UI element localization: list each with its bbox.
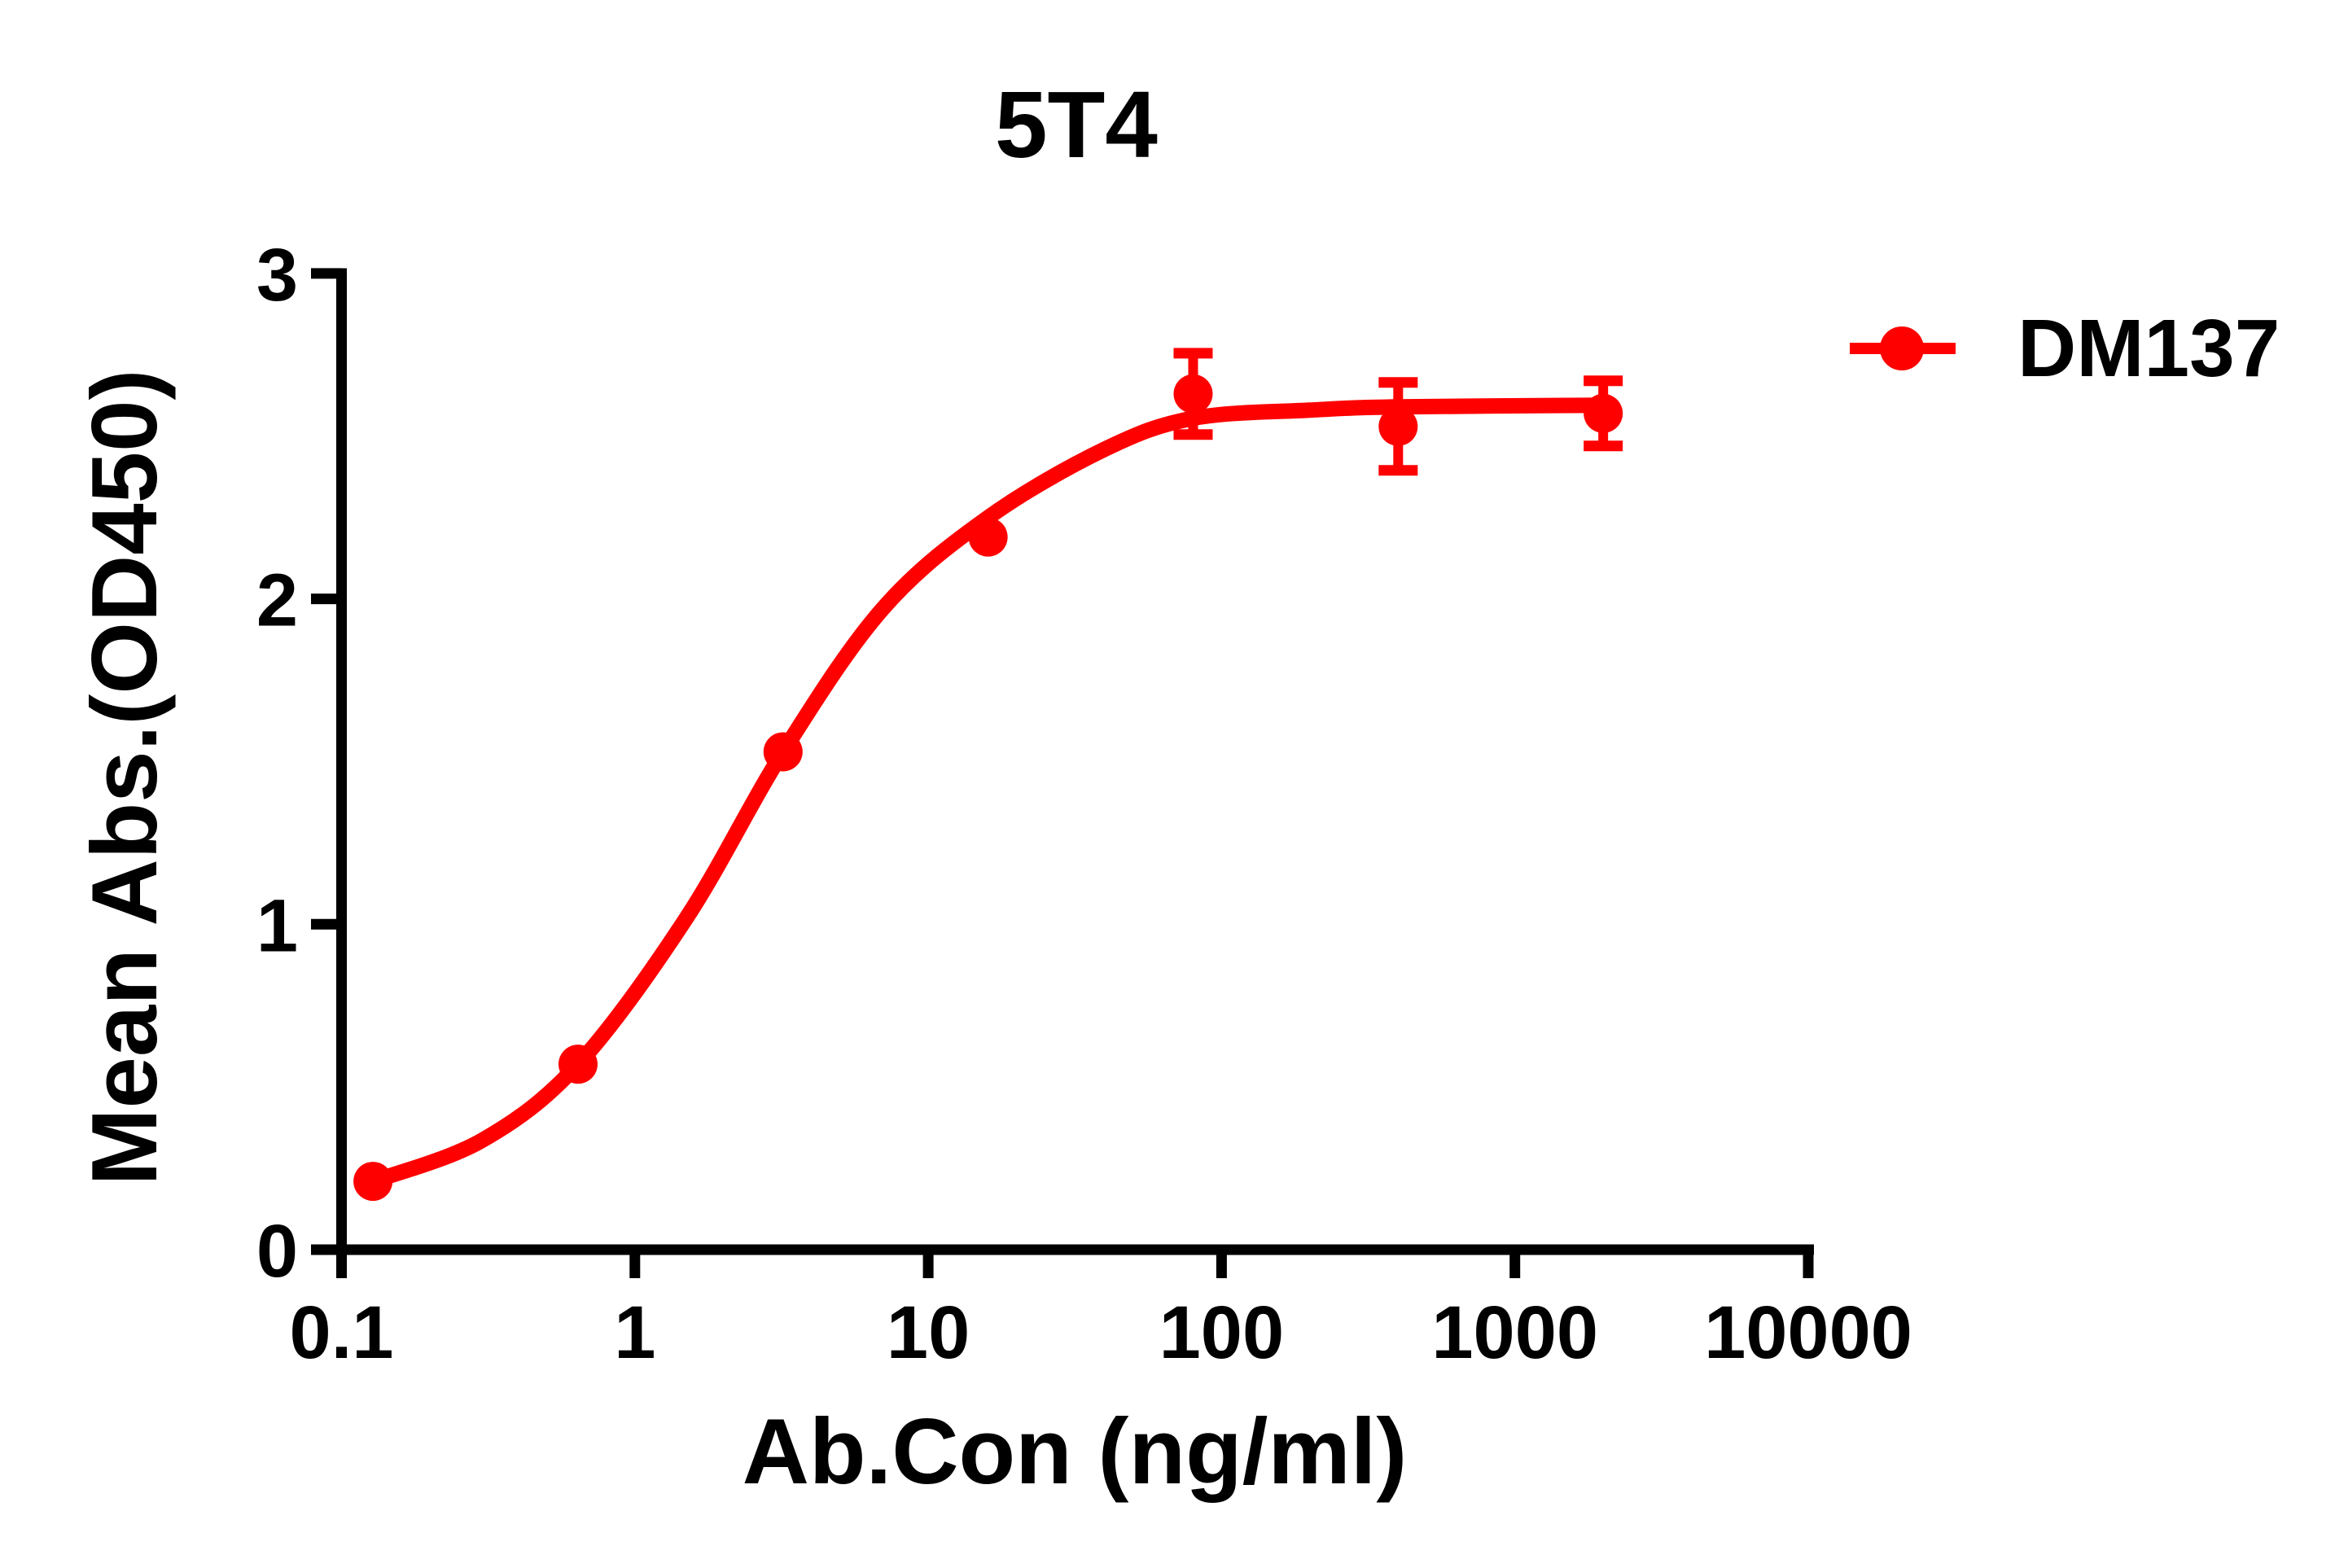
x-tick-label: 0.1 <box>290 1291 394 1374</box>
y-tick-label: 2 <box>256 559 298 642</box>
data-point-marker <box>1378 406 1418 446</box>
data-points-layer <box>353 348 1623 1202</box>
x-tick-label: 1000 <box>1431 1291 1598 1374</box>
y-tick-label: 3 <box>256 234 298 317</box>
x-tick-label: 1 <box>614 1291 655 1374</box>
x-tick-label: 10000 <box>1704 1291 1912 1374</box>
data-point-marker <box>558 1045 598 1084</box>
y-tick-label: 0 <box>256 1210 298 1293</box>
data-point-marker <box>763 732 803 772</box>
data-point-marker <box>968 517 1008 557</box>
legend-dot-icon <box>1880 326 1924 370</box>
y-axis-title: Mean Abs.(OD450) <box>73 369 177 1185</box>
x-axis-title: Ab.Con (ng/ml) <box>743 1400 1408 1504</box>
data-point-marker <box>1173 374 1213 414</box>
legend-label: DM137 <box>2017 303 2280 394</box>
data-point-marker <box>353 1162 393 1202</box>
y-tick-label: 1 <box>256 884 298 967</box>
chart-title: 5T4 <box>995 72 1158 177</box>
x-tick-label: 10 <box>887 1291 970 1374</box>
legend: DM137 <box>1850 303 2280 394</box>
data-point-marker <box>1584 393 1623 433</box>
axes-layer: 0.1 1 10 100 1000 10000 0 1 2 3 <box>256 234 1912 1374</box>
x-tick-label: 100 <box>1159 1291 1285 1374</box>
